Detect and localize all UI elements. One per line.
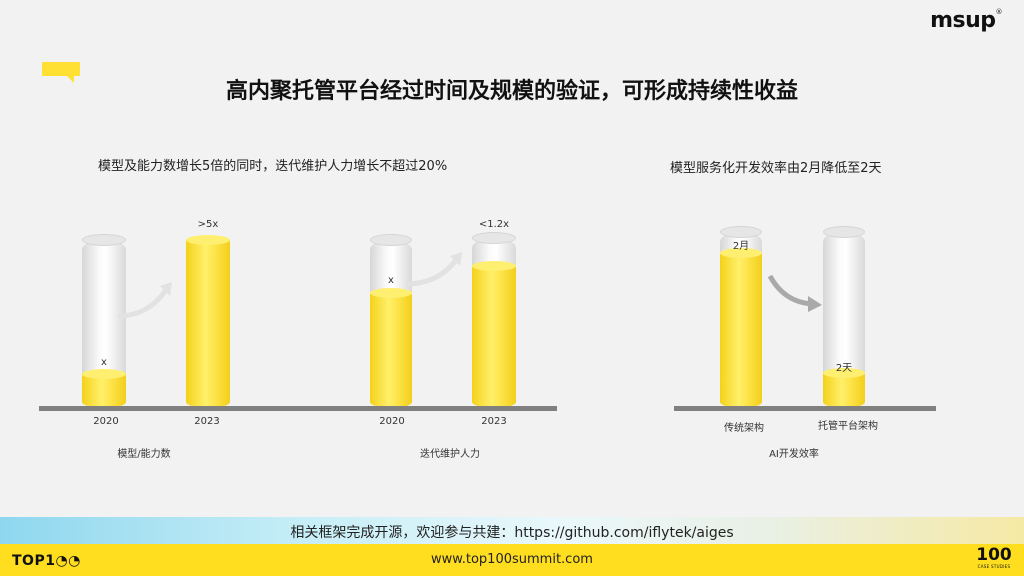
x-label: 托管平台架构 xyxy=(818,421,878,432)
footer-url[interactable]: www.top100summit.com xyxy=(431,552,593,567)
page-title: 高内聚托管平台经过时间及规模的验证，可形成持续性收益 xyxy=(225,79,798,104)
right-subtitle: 模型服务化开发效率由2月降低至2天 xyxy=(670,161,882,176)
bar-traditional xyxy=(720,226,762,408)
chart-caption: 迭代维护人力 xyxy=(420,449,480,460)
bar-2020-maintenance xyxy=(370,234,412,408)
decline-arrow-icon xyxy=(767,274,822,312)
banner-band xyxy=(0,517,1024,544)
x-label: 2023 xyxy=(481,416,507,427)
bar-label: >5x xyxy=(197,219,219,230)
x-label: 传统架构 xyxy=(724,423,764,434)
right-baseline xyxy=(674,406,936,411)
speech-flag-icon xyxy=(42,62,80,83)
bar-label: 2月 xyxy=(732,241,750,252)
case-studies-logo: 100 CASE STUDIES xyxy=(976,545,1012,570)
bar-label: x xyxy=(101,357,107,368)
bar-2023-models xyxy=(186,235,230,408)
msup-logo: msup® xyxy=(930,8,1002,33)
top100-logo: TOP1◔◔ xyxy=(12,553,81,569)
bar-label: 2天 xyxy=(835,363,853,374)
left-subtitle: 模型及能力数增长5倍的同时，迭代维护人力增长不超过20% xyxy=(98,159,448,174)
open-source-banner[interactable]: 相关框架完成开源，欢迎参与共建：https://github.com/iflyt… xyxy=(290,525,734,541)
growth-arrow-icon xyxy=(117,282,172,319)
x-label: 2020 xyxy=(93,416,119,427)
eye-icons: ◔◔ xyxy=(55,553,81,569)
chart-caption: 模型/能力数 xyxy=(117,449,171,460)
left-baseline xyxy=(39,406,557,411)
x-label: 2023 xyxy=(194,416,220,427)
bar-2020-models xyxy=(82,234,126,408)
x-label: 2020 xyxy=(379,416,405,427)
bar-label: x xyxy=(388,275,394,286)
chart-caption: AI开发效率 xyxy=(769,449,819,460)
bar-2023-maintenance xyxy=(472,232,516,408)
bar-hosted-platform xyxy=(823,226,865,408)
growth-arrow-icon xyxy=(405,252,462,287)
footer-bar xyxy=(0,544,1024,576)
bar-label: <1.2x xyxy=(478,219,510,230)
